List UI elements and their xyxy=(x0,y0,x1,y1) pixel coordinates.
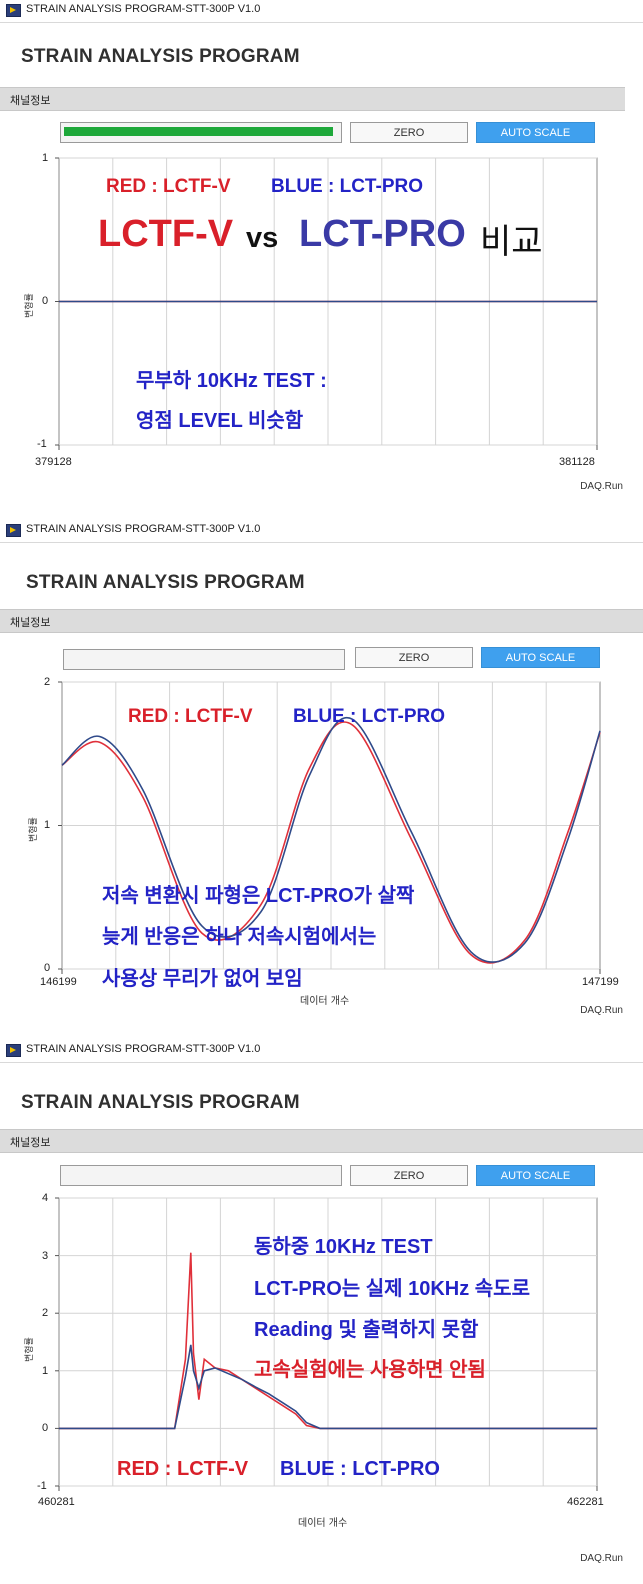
labview-app-icon xyxy=(6,524,21,537)
section-header: 채널정보 xyxy=(0,1129,643,1153)
strain-plot xyxy=(55,1197,598,1491)
x-max-label: 462281 xyxy=(567,1496,604,1508)
x-min-label: 146199 xyxy=(40,976,77,988)
y-tick-label: 0 xyxy=(42,1422,49,1434)
daq-status: DAQ.Run xyxy=(580,481,623,492)
note-line: 영점 LEVEL 비슷함 xyxy=(136,410,304,432)
legend-blue: BLUE : LCT-PRO xyxy=(293,706,445,727)
note-line: 늦게 반응은 하나 저속시험에서는 xyxy=(102,926,377,948)
section-label: 채널정보 xyxy=(10,616,51,629)
progress-bar xyxy=(60,122,342,143)
app-title: STRAIN ANALYSIS PROGRAM xyxy=(21,1092,300,1113)
labview-app-icon xyxy=(6,1044,21,1057)
y-tick-label: 0 xyxy=(44,962,51,974)
y-axis-label: 변형률 xyxy=(29,817,39,842)
section-label: 채널정보 xyxy=(10,94,51,107)
daq-status: DAQ.Run xyxy=(580,1005,623,1016)
note-line: 고속실험에는 사용하면 안됨 xyxy=(254,1359,486,1381)
progress-bar xyxy=(60,1165,342,1186)
zero-button[interactable]: ZERO xyxy=(355,647,473,668)
window-title: STRAIN ANALYSIS PROGRAM-STT-300P V1.0 xyxy=(26,1043,261,1055)
compare-red: LCTF-V xyxy=(98,213,234,255)
y-tick-label: -1 xyxy=(37,438,47,450)
zero-button[interactable]: ZERO xyxy=(350,122,468,143)
section-header: 채널정보 xyxy=(0,609,643,633)
y-tick-label: 2 xyxy=(42,1307,49,1319)
app-title: STRAIN ANALYSIS PROGRAM xyxy=(26,572,305,593)
strain-plot xyxy=(55,157,598,450)
legend-blue: BLUE : LCT-PRO xyxy=(271,176,423,197)
window-title: STRAIN ANALYSIS PROGRAM-STT-300P V1.0 xyxy=(26,523,261,535)
legend-blue: BLUE : LCT-PRO xyxy=(280,1458,440,1480)
window-titlebar: STRAIN ANALYSIS PROGRAM-STT-300P V1.0 xyxy=(0,1040,643,1063)
x-axis-label: 데이터 개수 xyxy=(300,996,350,1007)
legend-red: RED : LCTF-V xyxy=(128,706,253,727)
y-axis-label: 변형률 xyxy=(25,293,35,318)
auto-scale-button[interactable]: AUTO SCALE xyxy=(476,1165,595,1186)
y-tick-label: 2 xyxy=(44,676,51,688)
compare-blue: LCT-PRO xyxy=(299,213,466,255)
daq-status: DAQ.Run xyxy=(580,1553,623,1564)
note-line: 저속 변환시 파형은 LCT-PRO가 살짝 xyxy=(102,885,415,907)
y-tick-label: 1 xyxy=(42,152,49,164)
note-line: 사용상 무리가 없어 보임 xyxy=(102,968,303,990)
y-tick-label: 4 xyxy=(42,1192,49,1204)
section-header: 채널정보 xyxy=(0,87,625,111)
note-line: 무부하 10KHz TEST : xyxy=(136,370,327,392)
note-line: Reading 및 출력하지 못함 xyxy=(254,1319,479,1341)
note-line: LCT-PRO는 실제 10KHz 속도로 xyxy=(254,1278,530,1300)
window-titlebar: STRAIN ANALYSIS PROGRAM-STT-300P V1.0 xyxy=(0,0,643,23)
x-max-label: 381128 xyxy=(559,456,595,468)
zero-button[interactable]: ZERO xyxy=(350,1165,468,1186)
note-line: 동하중 10KHz TEST xyxy=(254,1236,433,1258)
legend-red: RED : LCTF-V xyxy=(106,176,231,197)
strain-plot xyxy=(58,681,601,974)
auto-scale-button[interactable]: AUTO SCALE xyxy=(481,647,600,668)
x-max-label: 147199 xyxy=(582,976,619,988)
compare-suffix: 비교 xyxy=(480,223,543,261)
y-axis-label: 변형률 xyxy=(25,1337,35,1362)
legend-red: RED : LCTF-V xyxy=(117,1458,249,1480)
x-axis-label: 데이터 개수 xyxy=(298,1518,348,1529)
labview-app-icon xyxy=(6,4,21,17)
x-min-label: 460281 xyxy=(38,1496,75,1508)
compare-vs: vs xyxy=(246,222,279,254)
y-tick-label: -1 xyxy=(37,1480,47,1492)
progress-bar xyxy=(63,649,345,670)
blue-series-line xyxy=(61,716,601,963)
x-min-label: 379128 xyxy=(35,456,72,468)
y-tick-label: 1 xyxy=(42,1365,49,1377)
window-titlebar: STRAIN ANALYSIS PROGRAM-STT-300P V1.0 xyxy=(0,520,643,543)
panel-3: STRAIN ANALYSIS PROGRAM-STT-300P V1.0 ST… xyxy=(0,1040,643,1584)
panel-2: STRAIN ANALYSIS PROGRAM-STT-300P V1.0 ST… xyxy=(0,520,643,1035)
y-tick-label: 3 xyxy=(42,1250,49,1262)
y-tick-label: 1 xyxy=(44,819,51,831)
red-series-line xyxy=(59,1252,597,1430)
app-title: STRAIN ANALYSIS PROGRAM xyxy=(21,46,300,67)
window-title: STRAIN ANALYSIS PROGRAM-STT-300P V1.0 xyxy=(26,3,261,15)
section-label: 채널정보 xyxy=(10,1136,51,1149)
auto-scale-button[interactable]: AUTO SCALE xyxy=(476,122,595,143)
progress-fill xyxy=(64,127,333,136)
y-tick-label: 0 xyxy=(42,295,49,307)
blue-series-line xyxy=(59,1344,597,1430)
panel-1: STRAIN ANALYSIS PROGRAM-STT-300P V1.0 ST… xyxy=(0,0,643,515)
